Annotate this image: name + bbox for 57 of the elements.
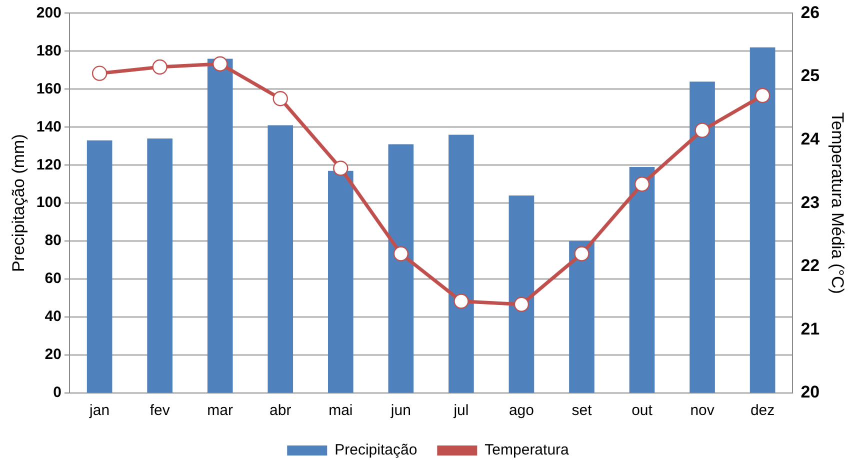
x-tick-label: jan xyxy=(88,402,110,420)
y-tick-label: 140 xyxy=(36,118,62,136)
x-tick-label: out xyxy=(632,402,654,420)
y-tick-label: 60 xyxy=(44,270,62,288)
y2-tick-label: 26 xyxy=(800,2,820,22)
bar xyxy=(448,134,474,392)
x-tick-label: set xyxy=(572,402,593,420)
y2-tick-label: 21 xyxy=(800,319,820,338)
point xyxy=(574,246,590,262)
bar xyxy=(750,47,776,392)
bar xyxy=(569,241,594,392)
point xyxy=(514,296,530,312)
x-tick-label: dez xyxy=(750,402,775,420)
point xyxy=(272,91,288,106)
y-tick-label: 180 xyxy=(36,42,62,60)
legend-label: Precipitação xyxy=(334,442,418,459)
bar xyxy=(508,196,534,392)
point xyxy=(754,88,770,104)
y-tick-label: 100 xyxy=(36,194,62,212)
y-tick-label: 120 xyxy=(36,156,62,174)
y-tick-label: 20 xyxy=(44,346,62,364)
y2-tick-label: 23 xyxy=(800,192,820,212)
x-tick-label: ago xyxy=(508,402,534,420)
bar xyxy=(690,82,715,392)
y-tick-label: 200 xyxy=(36,4,62,22)
point xyxy=(454,294,469,309)
y2-tick-label: 24 xyxy=(800,129,820,148)
legend-label: Temperatura xyxy=(484,442,570,459)
y-axis-title: Precipitação (mm) xyxy=(8,134,28,272)
point xyxy=(152,59,168,75)
y-tick-label: 40 xyxy=(44,308,62,326)
point xyxy=(393,246,409,262)
x-tick-label: mar xyxy=(207,402,234,420)
y-tick-label: 160 xyxy=(36,80,62,98)
point xyxy=(694,122,710,138)
y-tick-label: 0 xyxy=(53,384,62,402)
y2-tick-label: 20 xyxy=(800,382,820,402)
bar xyxy=(388,144,414,392)
y2-axis-title: Temperatura Média (°C) xyxy=(828,112,848,294)
y-tick-label: 80 xyxy=(44,232,62,250)
y2-tick-label: 25 xyxy=(800,66,820,86)
point xyxy=(212,56,228,72)
bar xyxy=(207,58,233,392)
x-tick-label: jun xyxy=(390,402,411,420)
x-tick-label: fev xyxy=(150,402,170,420)
bar xyxy=(86,140,112,392)
x-tick-label: nov xyxy=(690,402,715,420)
y2-tick-label: 22 xyxy=(800,256,820,276)
bar xyxy=(629,167,655,392)
bar xyxy=(328,170,354,392)
x-tick-label: jul xyxy=(452,402,469,420)
bar xyxy=(147,138,172,392)
point xyxy=(634,176,650,192)
bar xyxy=(268,125,294,392)
point xyxy=(333,160,348,176)
x-tick-label: mai xyxy=(328,402,353,420)
x-tick-label: abr xyxy=(270,402,292,420)
